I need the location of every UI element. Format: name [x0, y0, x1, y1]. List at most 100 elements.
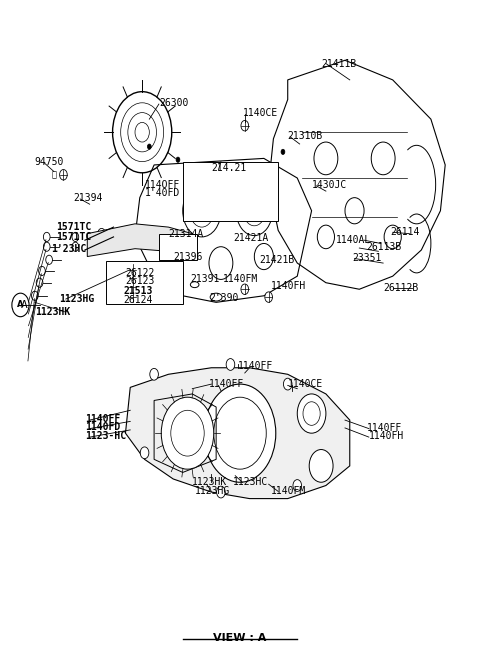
Circle shape — [129, 264, 136, 275]
Text: VIEW : A: VIEW : A — [213, 633, 267, 643]
Circle shape — [283, 378, 292, 390]
Circle shape — [317, 225, 335, 249]
Text: 94750: 94750 — [35, 156, 64, 167]
Circle shape — [113, 92, 172, 173]
Circle shape — [129, 292, 136, 302]
Bar — [107, 261, 183, 304]
Text: 23351: 23351 — [352, 253, 382, 263]
Circle shape — [150, 369, 158, 380]
Circle shape — [98, 229, 106, 239]
Circle shape — [371, 142, 395, 175]
Circle shape — [36, 278, 43, 287]
Circle shape — [226, 359, 235, 371]
Text: 26300: 26300 — [159, 98, 188, 108]
Circle shape — [281, 149, 285, 154]
Text: 1140AL: 1140AL — [336, 235, 371, 245]
Circle shape — [303, 402, 320, 425]
Text: A: A — [21, 300, 27, 310]
Text: 1140FH: 1140FH — [271, 281, 306, 291]
Text: 26114: 26114 — [390, 227, 420, 237]
Circle shape — [38, 266, 45, 275]
Text: 21310B: 21310B — [288, 131, 323, 141]
Text: 1123HG: 1123HG — [59, 294, 94, 304]
Text: 1140FF: 1140FF — [366, 423, 402, 433]
Text: 1140FF: 1140FF — [238, 361, 273, 371]
Circle shape — [265, 292, 273, 302]
Circle shape — [204, 384, 276, 482]
Text: 1123-HC: 1123-HC — [85, 431, 126, 441]
Text: 21396: 21396 — [173, 252, 203, 261]
Circle shape — [72, 242, 79, 251]
Text: 1'23HC: 1'23HC — [51, 244, 87, 254]
Text: 1140FF: 1140FF — [209, 379, 244, 389]
Text: 1123HK: 1123HK — [35, 307, 70, 317]
Text: 1140FM: 1140FM — [223, 275, 259, 284]
Text: 1123HG: 1123HG — [195, 486, 230, 497]
Text: 26112B: 26112B — [383, 283, 419, 293]
Circle shape — [241, 284, 249, 294]
Circle shape — [309, 449, 333, 482]
Circle shape — [243, 196, 265, 226]
Text: 21411B: 21411B — [321, 58, 356, 68]
Text: 🔑: 🔑 — [51, 170, 56, 179]
Circle shape — [241, 120, 249, 131]
Text: 1140FH: 1140FH — [369, 432, 404, 442]
Text: 1140FF: 1140FF — [85, 414, 120, 424]
Circle shape — [214, 397, 266, 469]
Circle shape — [161, 397, 214, 469]
Text: 21421A: 21421A — [233, 233, 268, 243]
Text: 26122: 26122 — [125, 268, 155, 278]
Circle shape — [345, 198, 364, 224]
Bar — [183, 162, 278, 221]
Circle shape — [147, 144, 151, 149]
Bar — [159, 234, 197, 260]
Polygon shape — [87, 224, 192, 256]
Ellipse shape — [210, 293, 222, 301]
Text: 1123HK: 1123HK — [192, 477, 228, 487]
Text: 1571TC: 1571TC — [56, 232, 92, 242]
Text: 1571TC: 1571TC — [56, 222, 92, 232]
Circle shape — [297, 394, 326, 433]
Circle shape — [171, 410, 204, 456]
Circle shape — [129, 273, 136, 283]
Text: 1'40FD: 1'40FD — [144, 188, 180, 198]
Text: 21391: 21391 — [190, 275, 219, 284]
Text: 26113B: 26113B — [366, 242, 402, 252]
Ellipse shape — [191, 282, 199, 288]
Text: 1123HC: 1123HC — [233, 477, 268, 487]
Circle shape — [216, 486, 225, 498]
Polygon shape — [125, 368, 350, 499]
Circle shape — [43, 233, 50, 242]
Text: 1140CE: 1140CE — [242, 108, 277, 118]
Text: 21421B: 21421B — [259, 255, 294, 265]
Circle shape — [183, 185, 221, 237]
Circle shape — [314, 142, 338, 175]
Circle shape — [236, 186, 273, 236]
Circle shape — [72, 233, 79, 242]
Circle shape — [190, 194, 214, 227]
Text: 114OFF: 114OFF — [144, 179, 180, 190]
Text: 1140FM: 1140FM — [271, 486, 306, 497]
Circle shape — [46, 255, 52, 264]
Circle shape — [32, 291, 38, 300]
Circle shape — [98, 238, 106, 249]
Circle shape — [128, 112, 156, 152]
Text: 1430JC: 1430JC — [312, 179, 347, 190]
Text: 1140FD: 1140FD — [85, 422, 120, 432]
Text: 21314A: 21314A — [168, 229, 204, 238]
Circle shape — [209, 247, 233, 279]
Circle shape — [120, 102, 164, 162]
Text: 214.21: 214.21 — [211, 163, 247, 173]
Text: A: A — [17, 300, 24, 309]
Text: 26123: 26123 — [125, 277, 155, 286]
Text: 21394: 21394 — [73, 193, 102, 202]
Circle shape — [293, 480, 301, 491]
Circle shape — [140, 447, 149, 459]
Text: 21513: 21513 — [123, 286, 153, 296]
Circle shape — [254, 244, 274, 269]
Circle shape — [135, 122, 149, 142]
Circle shape — [129, 282, 136, 292]
Circle shape — [60, 170, 67, 180]
Text: 1140CE: 1140CE — [288, 379, 323, 389]
Circle shape — [43, 242, 50, 251]
